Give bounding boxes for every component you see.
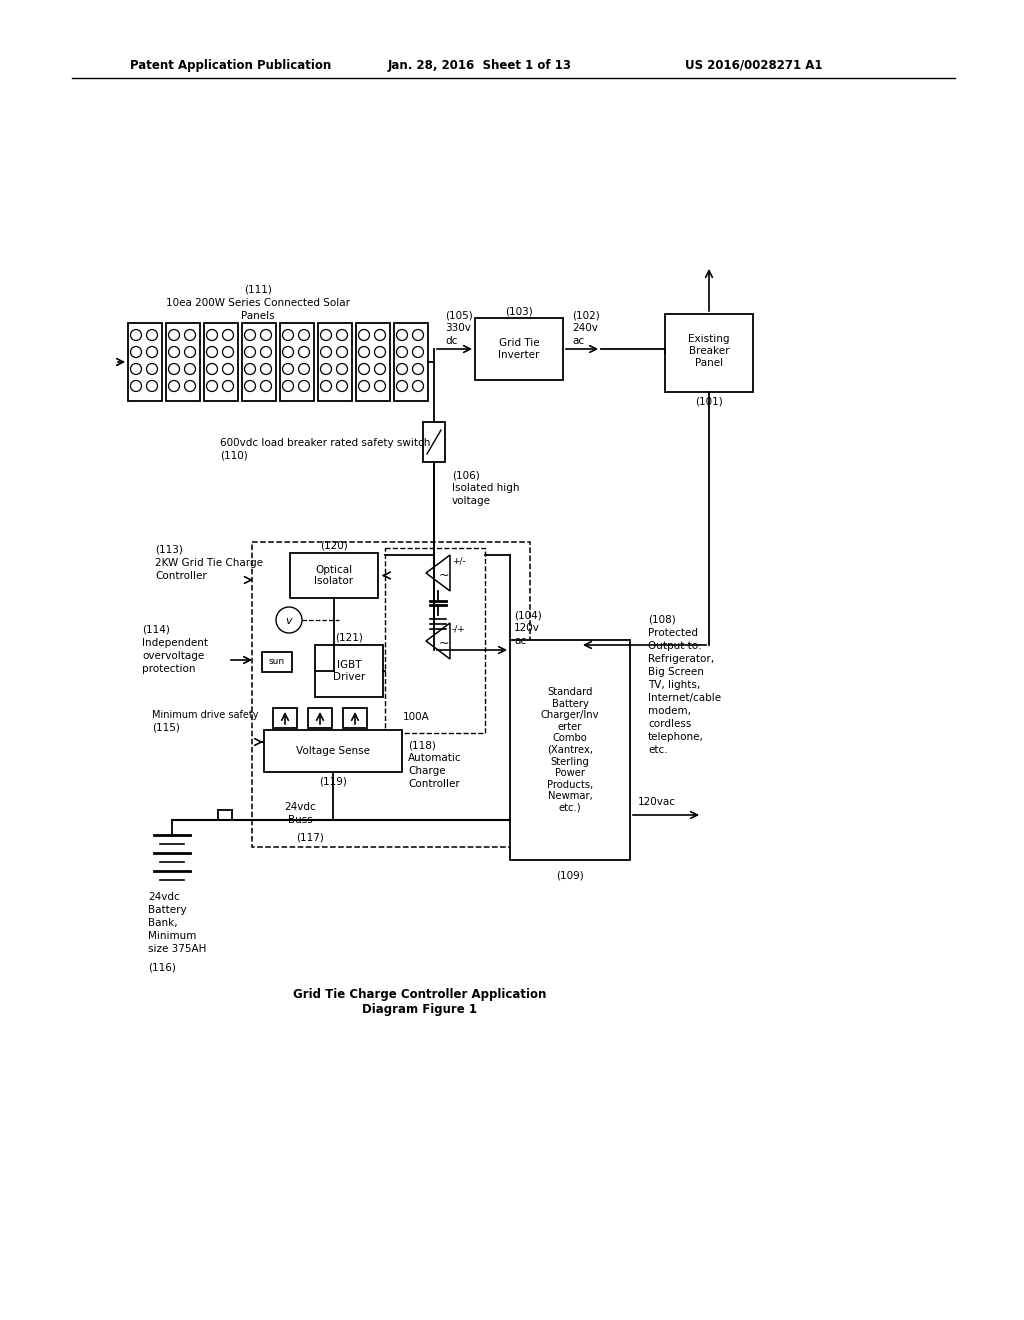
Text: (105): (105): [445, 310, 473, 319]
Text: Battery: Battery: [148, 906, 186, 915]
Text: 2KW Grid Tie Charge: 2KW Grid Tie Charge: [155, 558, 263, 568]
Text: (116): (116): [148, 962, 176, 972]
Text: 120v: 120v: [514, 623, 540, 634]
Bar: [273, 708, 297, 729]
Text: -/+: -/+: [452, 624, 466, 634]
Text: (106): (106): [452, 470, 480, 480]
Text: US 2016/0028271 A1: US 2016/0028271 A1: [685, 58, 822, 71]
Text: v: v: [286, 616, 292, 626]
Bar: [252, 543, 530, 847]
Bar: [665, 314, 753, 392]
Text: 10ea 200W Series Connected Solar: 10ea 200W Series Connected Solar: [166, 298, 350, 308]
Text: size 375AH: size 375AH: [148, 944, 207, 954]
Text: Charge: Charge: [408, 766, 445, 776]
Bar: [308, 708, 332, 729]
Text: protection: protection: [142, 664, 196, 675]
Text: (113): (113): [155, 545, 183, 554]
Text: Optical
Isolator: Optical Isolator: [314, 565, 353, 586]
Bar: [423, 422, 445, 462]
Text: ~: ~: [438, 636, 450, 649]
Bar: [128, 323, 162, 401]
Text: (103): (103): [505, 306, 532, 315]
Bar: [318, 323, 352, 401]
Text: (119): (119): [319, 777, 347, 787]
Text: IGBT
Driver: IGBT Driver: [333, 660, 366, 682]
Text: modem,: modem,: [648, 706, 691, 715]
Text: (104): (104): [514, 610, 542, 620]
Text: (120): (120): [321, 541, 348, 550]
Text: Panels: Panels: [242, 312, 274, 321]
Bar: [262, 652, 292, 672]
Text: 600vdc load breaker rated safety switch: 600vdc load breaker rated safety switch: [220, 438, 430, 447]
Text: Existing
Breaker
Panel: Existing Breaker Panel: [688, 334, 730, 367]
Text: (101): (101): [695, 397, 723, 407]
Text: TV, lights,: TV, lights,: [648, 680, 700, 690]
Text: ac: ac: [572, 337, 584, 346]
Text: 240v: 240v: [572, 323, 598, 333]
Bar: [280, 323, 314, 401]
Text: (118): (118): [408, 741, 436, 750]
Text: Protected: Protected: [648, 628, 698, 638]
Bar: [242, 323, 276, 401]
Text: Minimum: Minimum: [148, 931, 197, 941]
Text: Output to:: Output to:: [648, 642, 701, 651]
Text: voltage: voltage: [452, 496, 490, 506]
Bar: [204, 323, 238, 401]
Text: (110): (110): [220, 451, 248, 461]
Bar: [385, 548, 485, 733]
Text: (111): (111): [244, 285, 272, 294]
Bar: [290, 553, 378, 598]
Text: sun: sun: [269, 657, 285, 667]
Text: Bank,: Bank,: [148, 917, 177, 928]
Text: Independent: Independent: [142, 638, 208, 648]
Text: (108): (108): [648, 615, 676, 624]
Bar: [343, 708, 367, 729]
Text: (117): (117): [296, 832, 324, 842]
Text: Refrigerator,: Refrigerator,: [648, 653, 714, 664]
Text: Standard
Battery
Charger/Inv
erter
Combo
(Xantrex,
Sterling
Power
Products,
Newm: Standard Battery Charger/Inv erter Combo…: [541, 686, 599, 813]
Bar: [475, 318, 563, 380]
Text: Isolated high: Isolated high: [452, 483, 519, 492]
Text: Grid Tie
Inverter: Grid Tie Inverter: [499, 338, 540, 360]
Text: Buss: Buss: [288, 814, 312, 825]
Text: (121): (121): [335, 634, 362, 643]
Text: (102): (102): [572, 310, 600, 319]
Text: overvoltage: overvoltage: [142, 651, 204, 661]
Text: Big Screen: Big Screen: [648, 667, 703, 677]
Text: dc: dc: [445, 337, 458, 346]
Text: Controller: Controller: [155, 572, 207, 581]
Bar: [394, 323, 428, 401]
Text: 24vdc: 24vdc: [284, 803, 315, 812]
Text: 330v: 330v: [445, 323, 471, 333]
Bar: [166, 323, 200, 401]
Text: (109): (109): [556, 870, 584, 880]
Text: ~: ~: [438, 569, 450, 582]
Text: ac: ac: [514, 636, 526, 645]
Text: Automatic: Automatic: [408, 752, 462, 763]
Text: Patent Application Publication: Patent Application Publication: [130, 58, 331, 71]
Text: 100A: 100A: [403, 711, 430, 722]
Text: etc.: etc.: [648, 744, 668, 755]
Text: Internet/cable: Internet/cable: [648, 693, 721, 704]
Text: (115): (115): [152, 723, 180, 733]
Bar: [510, 640, 630, 861]
Text: telephone,: telephone,: [648, 733, 703, 742]
Bar: [264, 730, 402, 772]
Bar: [315, 645, 383, 697]
Text: Controller: Controller: [408, 779, 460, 789]
Bar: [356, 323, 390, 401]
Text: Jan. 28, 2016  Sheet 1 of 13: Jan. 28, 2016 Sheet 1 of 13: [388, 58, 572, 71]
Text: (114): (114): [142, 624, 170, 635]
Text: Grid Tie Charge Controller Application
Diagram Figure 1: Grid Tie Charge Controller Application D…: [293, 987, 547, 1016]
Text: cordless: cordless: [648, 719, 691, 729]
Text: 120vac: 120vac: [638, 797, 676, 807]
Text: +/-: +/-: [452, 557, 466, 566]
Text: Minimum drive safety: Minimum drive safety: [152, 710, 258, 719]
Text: Voltage Sense: Voltage Sense: [296, 746, 370, 756]
Text: 24vdc: 24vdc: [148, 892, 180, 902]
